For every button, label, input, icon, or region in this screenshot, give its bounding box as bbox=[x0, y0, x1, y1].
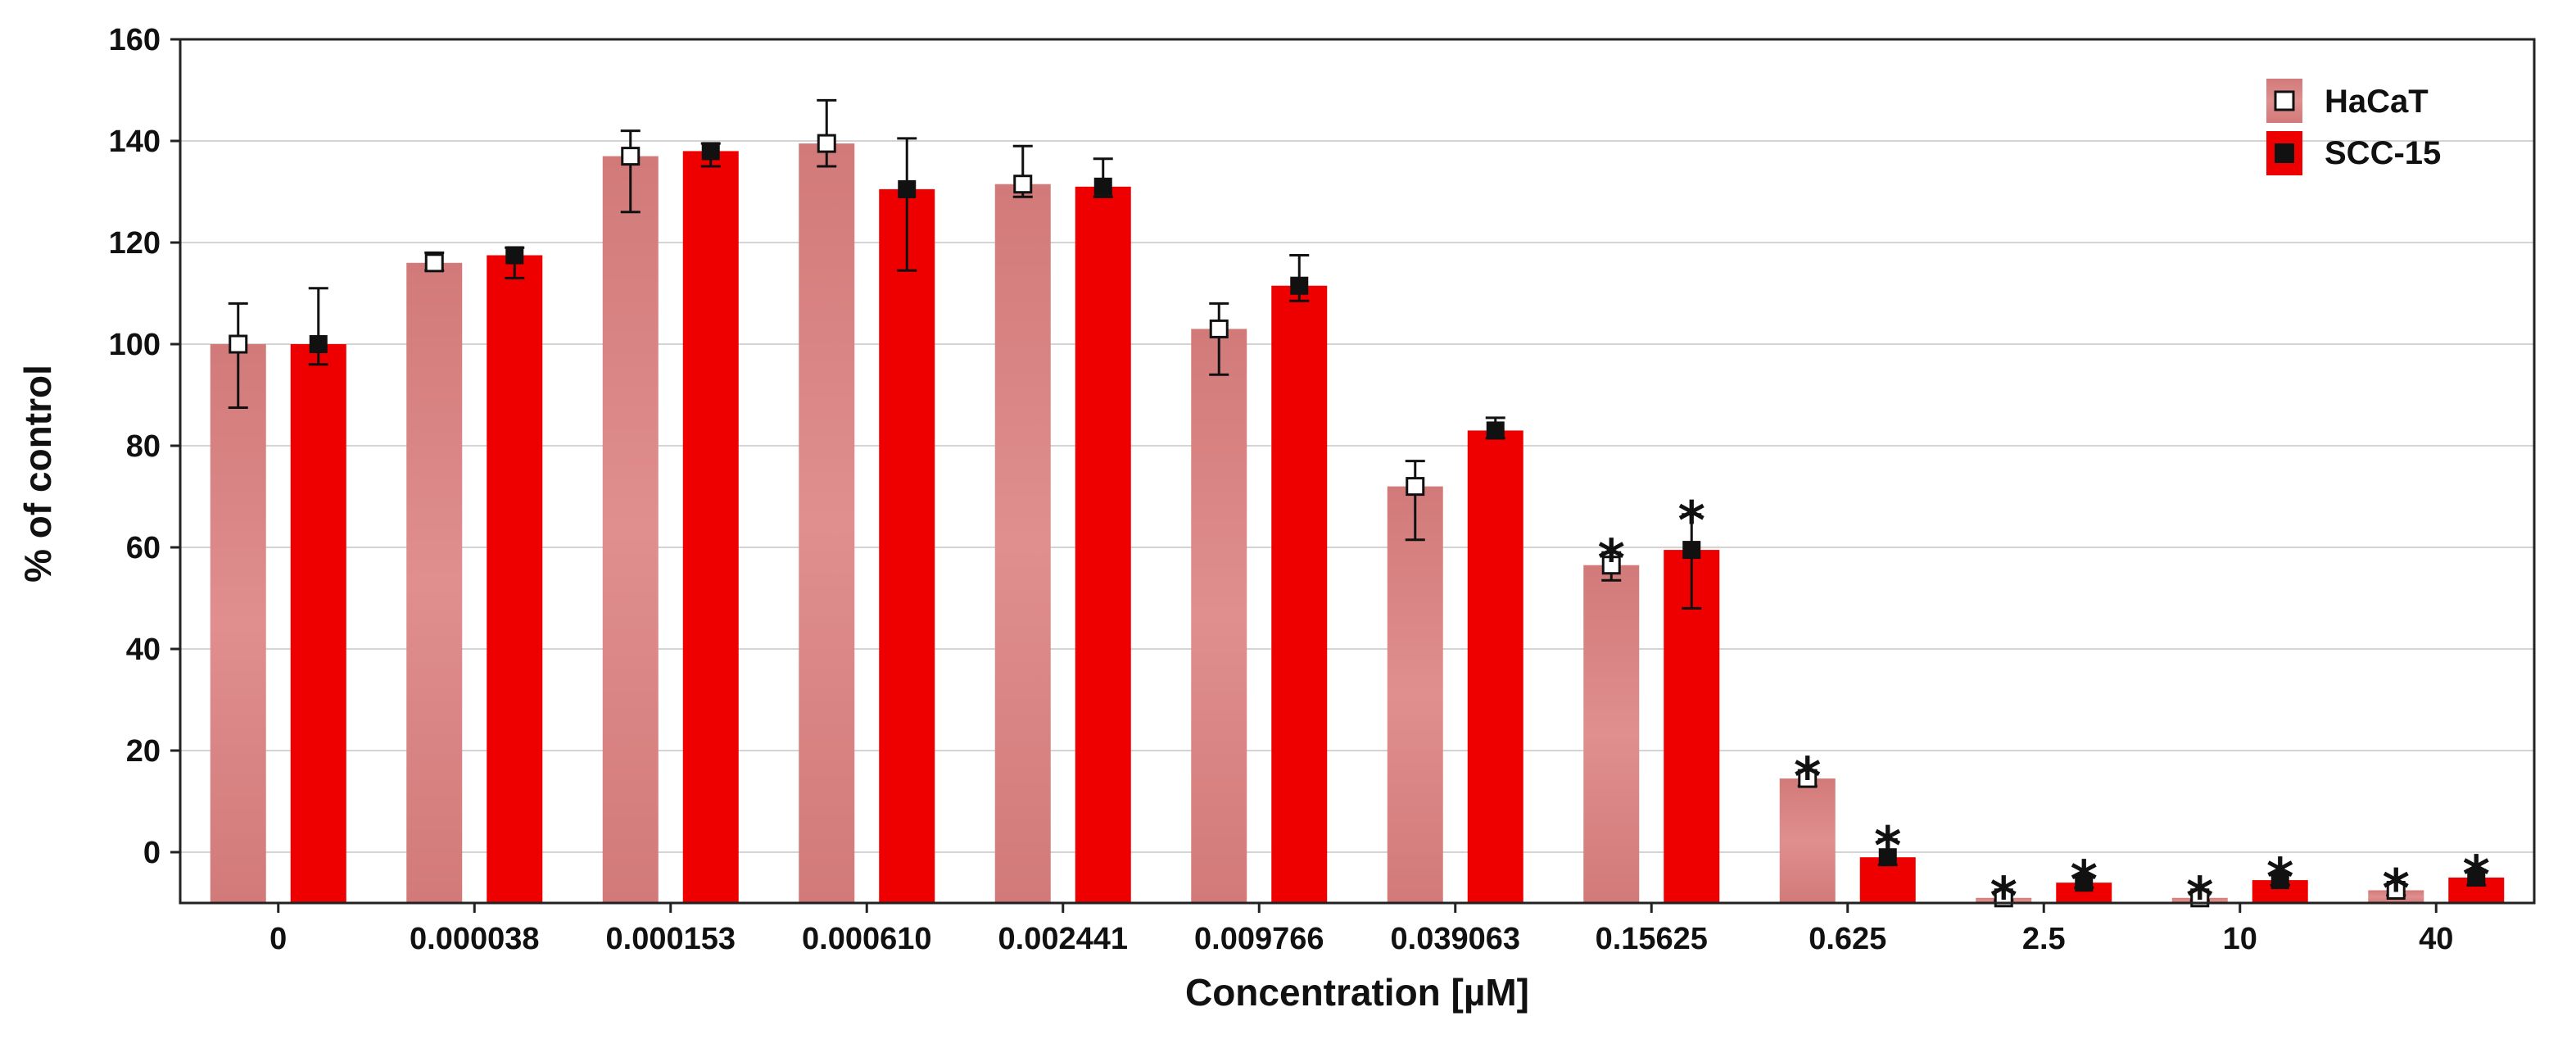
y-axis-title: % of control bbox=[16, 365, 59, 583]
marker-hacat bbox=[1013, 175, 1033, 194]
x-tick-label: 0.002441 bbox=[998, 922, 1129, 956]
marker-scc15 bbox=[1290, 276, 1309, 295]
y-tick-label: 120 bbox=[109, 226, 161, 261]
y-tick-label: 80 bbox=[126, 429, 161, 464]
bar-hacat bbox=[1583, 565, 1640, 903]
marker-hacat bbox=[2386, 881, 2406, 900]
x-tick-label: 0.039063 bbox=[1391, 922, 1521, 956]
marker-hacat bbox=[1406, 477, 1425, 497]
bar-hacat bbox=[210, 344, 266, 903]
bars bbox=[210, 143, 2505, 904]
marker-hacat bbox=[1209, 319, 1229, 338]
x-tick-label: 0.000038 bbox=[410, 922, 540, 956]
marker-scc15 bbox=[2075, 873, 2094, 892]
bar-scc15 bbox=[1467, 430, 1523, 903]
marker-hacat bbox=[621, 147, 641, 166]
x-tick-labels: 0 0.000038 0.000153 0.000610 0.002441 0.00976… bbox=[269, 903, 2453, 956]
bar-scc15 bbox=[290, 344, 346, 903]
x-tick-label: 0.009766 bbox=[1194, 922, 1324, 956]
x-tick-label: 40 bbox=[2419, 922, 2453, 956]
bar-scc15 bbox=[1271, 285, 1328, 903]
bar-hacat bbox=[406, 262, 463, 903]
significance-mark-hacat: * bbox=[2186, 867, 2213, 928]
significance-marks: * * * * * * * * * * bbox=[1598, 492, 2490, 928]
x-tick-label: 0 bbox=[269, 922, 287, 956]
marker-scc15 bbox=[1093, 177, 1112, 196]
error-bars bbox=[228, 98, 2487, 902]
marker-scc15 bbox=[2270, 871, 2289, 890]
y-tick-label: 0 bbox=[143, 836, 161, 870]
bar-hacat bbox=[1191, 329, 1247, 903]
marker-hacat bbox=[1601, 556, 1621, 575]
x-axis-title: Concentration [µM] bbox=[1185, 971, 1529, 1014]
legend: HaCaT SCC-15 bbox=[2266, 79, 2441, 175]
axes bbox=[179, 38, 2536, 905]
marker-hacat bbox=[817, 134, 836, 153]
marker-scc15 bbox=[701, 142, 720, 161]
significance-mark-hacat: * bbox=[1794, 747, 1821, 808]
bar-hacat bbox=[994, 184, 1051, 903]
y-tick-label: 60 bbox=[126, 531, 161, 565]
significance-mark-hacat: * bbox=[1598, 529, 1625, 590]
legend-marker-hacat bbox=[2274, 90, 2295, 111]
y-tick-labels: 0 20 40 60 80 100 120 140 160 bbox=[109, 23, 180, 870]
y-tick-label: 20 bbox=[126, 734, 161, 769]
x-tick-label: 0.000610 bbox=[802, 922, 932, 956]
x-tick-label: 2.5 bbox=[2022, 922, 2066, 956]
bar-scc15 bbox=[682, 151, 739, 903]
x-tick-label: 0.15625 bbox=[1596, 922, 1708, 956]
markers bbox=[229, 134, 2486, 908]
legend-label-scc15: SCC-15 bbox=[2325, 135, 2441, 171]
marker-hacat bbox=[424, 253, 444, 273]
bar-hacat bbox=[602, 156, 659, 904]
bar-scc15 bbox=[879, 188, 935, 903]
x-tick-label: 10 bbox=[2223, 922, 2257, 956]
significance-mark-scc15: * bbox=[1874, 817, 1901, 878]
bar-hacat bbox=[1779, 778, 1836, 903]
marker-scc15 bbox=[898, 179, 917, 198]
plot-frame bbox=[179, 38, 2536, 905]
y-tick-label: 160 bbox=[109, 23, 161, 57]
marker-scc15 bbox=[1878, 848, 1897, 867]
x-tick-label: 0.000153 bbox=[606, 922, 736, 956]
bar-scc15 bbox=[487, 255, 543, 903]
significance-mark-scc15: * bbox=[2071, 851, 2098, 911]
significance-mark-hacat: * bbox=[2383, 860, 2410, 920]
bar-scc15 bbox=[1075, 186, 1131, 904]
marker-scc15 bbox=[505, 246, 524, 265]
bar-hacat bbox=[1387, 486, 1443, 903]
y-tick-label: 40 bbox=[126, 633, 161, 667]
significance-mark-hacat: * bbox=[1990, 867, 2017, 928]
legend-marker-scc15 bbox=[2275, 143, 2294, 163]
y-tick-label: 140 bbox=[109, 125, 161, 159]
y-tick-label: 100 bbox=[109, 328, 161, 362]
marker-hacat bbox=[1798, 769, 1818, 788]
bar-hacat bbox=[799, 143, 855, 904]
significance-mark-scc15: * bbox=[1678, 492, 1705, 552]
marker-scc15 bbox=[309, 335, 328, 353]
legend-label-hacat: HaCaT bbox=[2325, 84, 2429, 120]
marker-scc15 bbox=[2467, 869, 2486, 887]
marker-scc15 bbox=[1486, 421, 1505, 440]
significance-mark-scc15: * bbox=[2266, 848, 2293, 909]
x-tick-label: 0.625 bbox=[1809, 922, 1886, 956]
significance-mark-scc15: * bbox=[2463, 846, 2490, 906]
marker-scc15 bbox=[1682, 541, 1701, 560]
marker-hacat bbox=[229, 334, 248, 354]
